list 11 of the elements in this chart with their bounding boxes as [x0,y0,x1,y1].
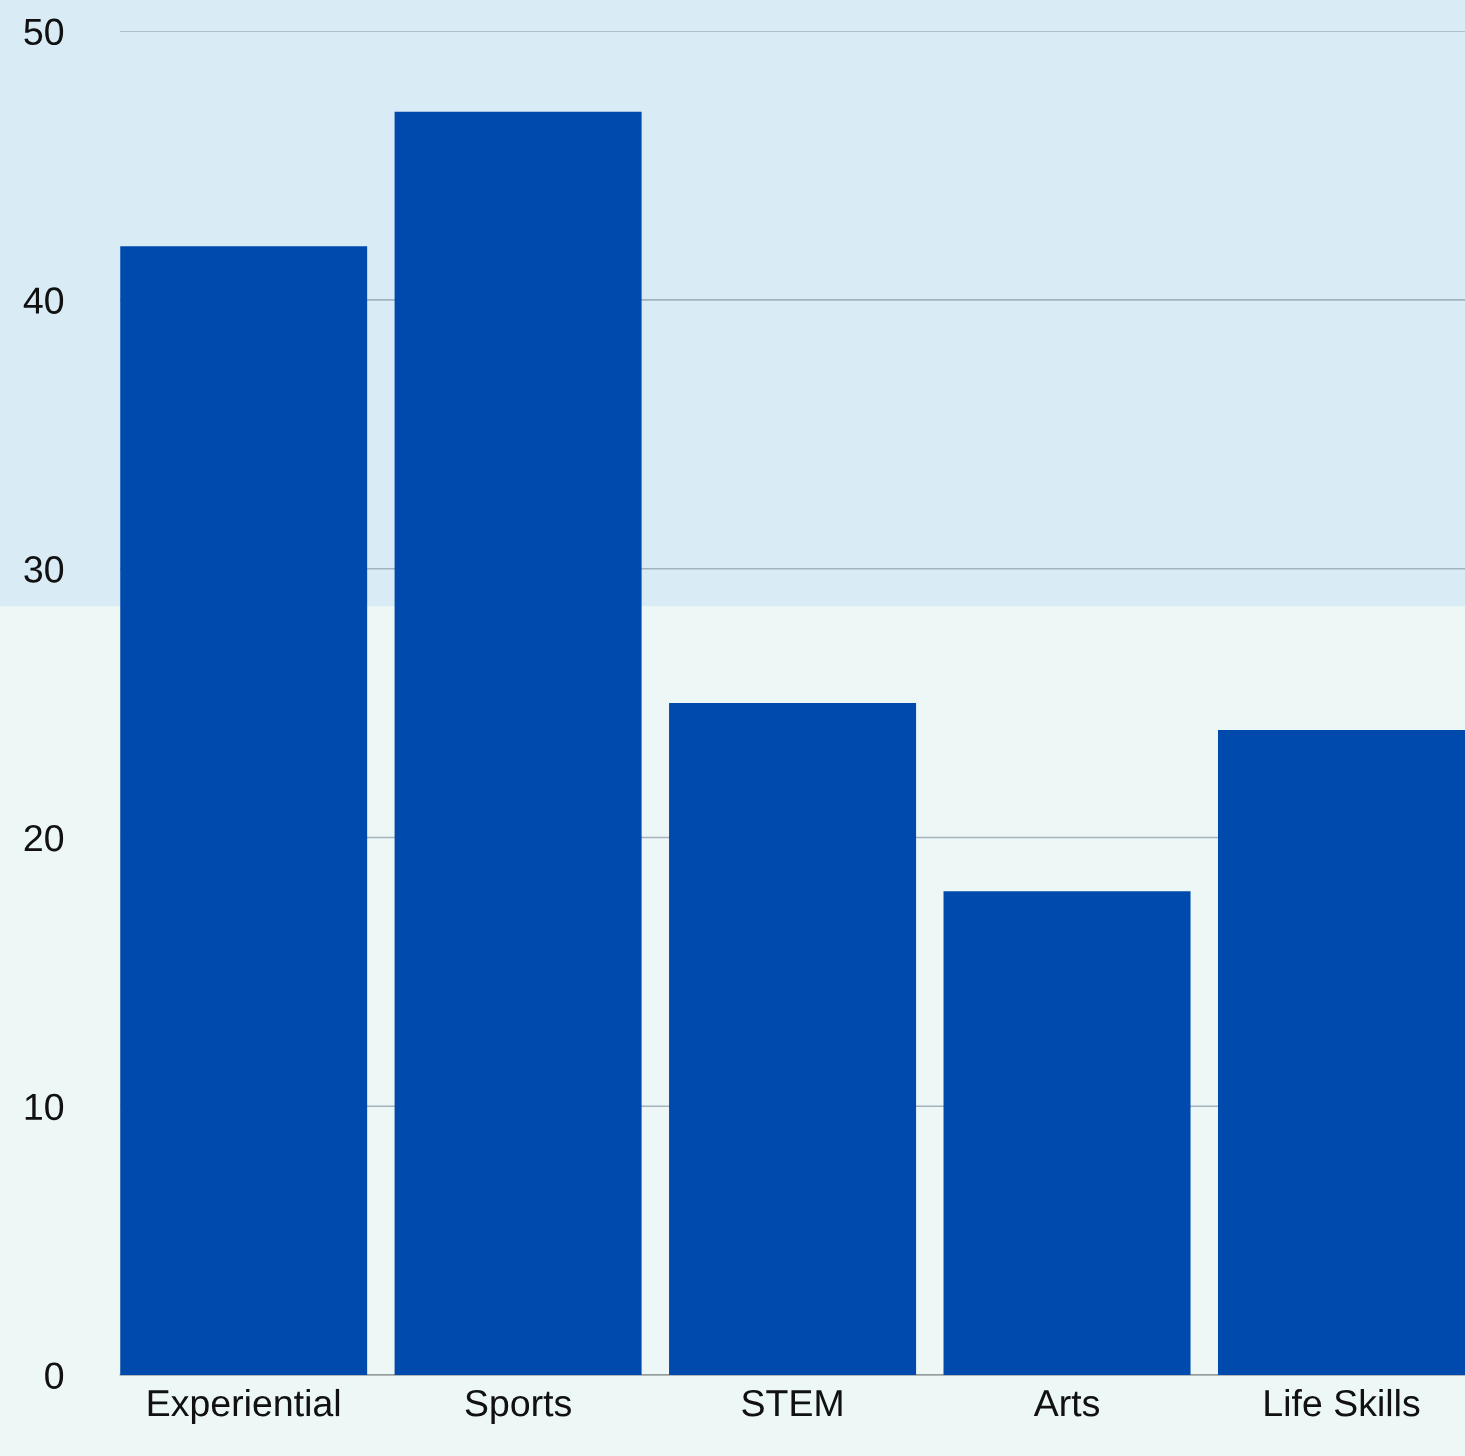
x-tick-label: STEM [742,1389,842,1417]
x-tick-label: Sports [465,1389,571,1424]
y-tick-label: 10 [25,1093,64,1121]
x-tick-label: Arts [1033,1390,1100,1417]
y-tick-label: 40 [23,287,64,314]
y-tick-label: 0 [45,1362,64,1389]
y-tick-label: 20 [24,824,64,852]
x-tick-label: Experiential [148,1388,340,1424]
y-tick-label: 50 [24,18,64,46]
x-tick-label: Life Skills [1265,1388,1420,1417]
y-tick-label: 30 [24,556,64,583]
